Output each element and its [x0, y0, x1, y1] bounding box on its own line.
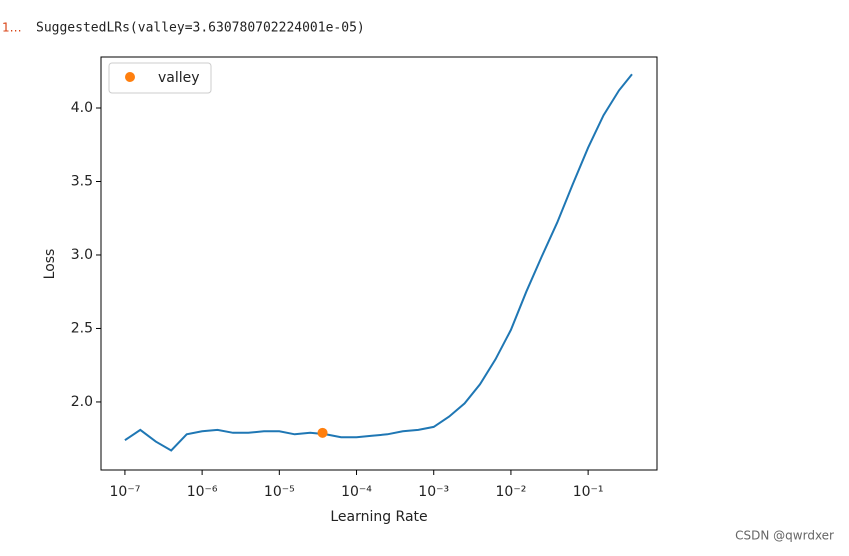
- output-prompt: 1…: [2, 21, 22, 35]
- plot-frame: [100, 56, 658, 471]
- legend-box: [108, 62, 212, 94]
- x-tick-label: 10⁻²: [496, 484, 527, 500]
- x-tick-label: 10⁻⁷: [110, 484, 141, 500]
- watermark: CSDN @qwrdxer: [735, 529, 834, 543]
- y-tick-label: 3.5: [71, 173, 93, 189]
- x-tick-label: 10⁻⁴: [341, 484, 372, 500]
- y-tick-label: 2.5: [71, 320, 93, 336]
- y-tick-label: 4.0: [71, 100, 93, 116]
- y-axis-label: Loss: [42, 249, 58, 280]
- loss-line: [124, 73, 633, 452]
- y-tick-label: 2.0: [71, 394, 93, 410]
- x-tick-label: 10⁻³: [418, 484, 449, 500]
- x-tick-label: 10⁻⁶: [187, 484, 218, 500]
- output-text: SuggestedLRs(valley=3.630780702224001e-0…: [36, 21, 365, 36]
- y-tick-label: 3.0: [71, 247, 93, 263]
- legend-label: valley: [158, 70, 200, 86]
- valley-point: [317, 427, 328, 438]
- legend-marker: [125, 72, 135, 82]
- x-tick-label: 10⁻¹: [573, 484, 604, 500]
- x-axis-label: Learning Rate: [330, 509, 427, 525]
- x-tick-label: 10⁻⁵: [264, 484, 295, 500]
